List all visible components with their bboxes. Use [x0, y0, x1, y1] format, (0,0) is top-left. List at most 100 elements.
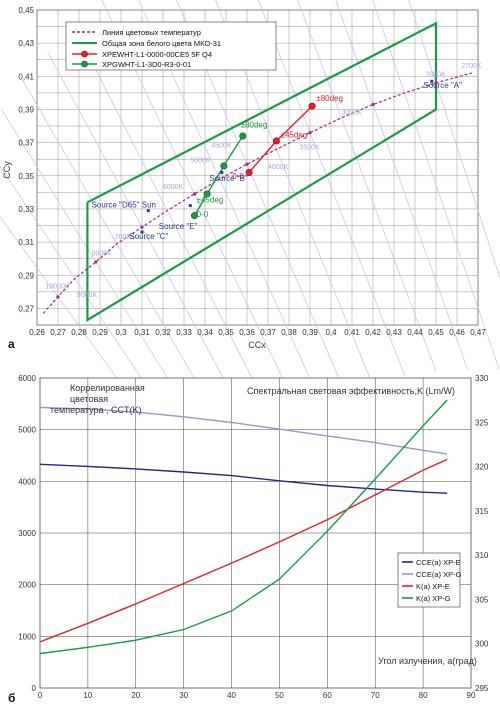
xpg-line: [193, 135, 244, 216]
chart-b-x-ticks: 0 10 20 30 40 50 60 70 80 90: [38, 691, 476, 700]
legend-label: K(a) XP-G: [416, 594, 451, 603]
chart-b: 0 10 20 30 40 50 60 70 80 90 0 1000 2000 3000 4000 500…: [8, 374, 489, 705]
cct-label: 8000K: [92, 250, 113, 257]
x-tick-label: 10: [83, 691, 92, 700]
xpe-angle-label: ±45deg: [281, 131, 308, 140]
cct-label: 3000K: [342, 109, 363, 116]
x-tick-label: 80: [419, 691, 428, 700]
series-line: [39, 458, 448, 643]
cct-point: [192, 192, 197, 196]
xpg-angle-label: ±45deg: [197, 195, 224, 204]
x-tick-label: 0,46: [449, 328, 465, 337]
chart-a-legend: Линия цветовых температур Общая зона бел…: [65, 21, 277, 71]
x-tick-label: 0,35: [218, 328, 234, 337]
y-tick-label: 0,43: [18, 39, 34, 48]
chart-b-series: [39, 399, 448, 655]
y-tick-label-left: 2000: [18, 581, 36, 590]
cct-label: 2700K: [461, 63, 482, 70]
chart-b-grid: [39, 377, 472, 689]
source-label: Source "D65" Sun: [92, 200, 156, 209]
y-tick-label-right: 305: [475, 595, 489, 604]
xpg-point: [220, 162, 228, 170]
x-tick-label: 90: [467, 691, 476, 700]
y-tick-label: 0,31: [18, 238, 34, 247]
x-tick-label: 50: [275, 691, 284, 700]
x-tick-label: 20: [131, 691, 140, 700]
x-tick-label: 0,47: [470, 328, 486, 337]
x-tick-label: 60: [323, 691, 332, 700]
source-point: [146, 209, 150, 213]
cct-isoline: [297, 0, 437, 372]
legend-label-zone: Общая зона белого цвета МКО-31: [102, 39, 221, 48]
legend-marker-xpe: [81, 50, 88, 58]
x-tick-label: 0,28: [71, 328, 87, 337]
legend-label: CCE(a) XP-E: [416, 558, 461, 567]
chart-b-x-label: Угол излучения, а(град): [378, 656, 477, 666]
x-tick-label: 0,33: [176, 328, 192, 337]
xpe-angle-label: 0-0: [232, 172, 244, 181]
panel-letter-b: б: [8, 691, 15, 705]
legend-label-xpg: XPGWHT-L1-3D0-R3-0-01: [102, 60, 191, 69]
cct-point: [245, 162, 249, 166]
y-tick-label: 0,29: [18, 271, 34, 280]
cct-label: 6000K: [163, 184, 184, 191]
cct-label: 4500K: [211, 143, 232, 150]
panel-letter-a: а: [8, 337, 15, 351]
source-label: Source "C": [129, 232, 168, 241]
chart-b-ylabel-right: Спектральная световая эффективность,K (L…: [247, 386, 455, 396]
x-tick-label: 0,4: [325, 328, 337, 337]
xpe-point: [272, 137, 280, 145]
y-tick-label: 0,27: [18, 304, 34, 313]
chart-b-y-ticks-right: 295 300 305 310 315 320 325 330: [475, 374, 489, 693]
series-line: [39, 399, 448, 655]
y-tick-label: 0,45: [18, 6, 34, 15]
chart-a-annotations: 0-0 ±45deg ±80deg 0-0 ±45deg ±80deg Source "D6…: [92, 81, 463, 241]
cct-point: [434, 81, 438, 85]
legend-label-cct: Линия цветовых температур: [102, 28, 201, 37]
y-tick-label-left: 0: [32, 684, 37, 693]
chart-a-y-label: CCy: [2, 161, 12, 179]
y-tick-label-left: 4000: [18, 477, 36, 486]
x-tick-label: 0,43: [386, 328, 402, 337]
y-tick-label: 0,33: [18, 205, 34, 214]
x-tick-label: 0,3: [115, 328, 127, 337]
source-label: Source "A": [423, 81, 462, 90]
cct-point: [56, 295, 60, 299]
cct-point: [140, 225, 144, 229]
cct-point: [308, 131, 312, 135]
x-tick-label: 0,39: [302, 328, 318, 337]
x-tick-label: 0,31: [134, 328, 150, 337]
y-tick-label-right: 315: [475, 507, 489, 516]
x-tick-label: 0,32: [155, 328, 171, 337]
chart-a-legend-box: [65, 21, 277, 71]
x-tick-label: 0,37: [260, 328, 276, 337]
cct-label: 3500K: [300, 144, 321, 151]
x-tick-label: 0,38: [281, 328, 297, 337]
y-tick-label-left: 5000: [18, 426, 36, 435]
y-tick-label-left: 1000: [18, 632, 36, 641]
cct-label: 2800K: [426, 71, 447, 78]
y-tick-label-right: 300: [475, 640, 489, 649]
cct-label: 5000K: [190, 158, 211, 165]
xpg-angle-label: ±80deg: [241, 121, 268, 130]
x-tick-label: 30: [179, 691, 188, 700]
xpg-point: [239, 132, 247, 140]
xpg-angle-label: 0-0: [197, 210, 209, 219]
xpe-point: [308, 102, 316, 110]
cct-label: 10000K: [45, 284, 69, 291]
cct-label: 7000K: [115, 234, 136, 241]
chart-a-x-label: CCx: [248, 340, 266, 350]
series-line: [39, 463, 448, 494]
x-tick-label: 70: [371, 691, 380, 700]
xpe-point: [245, 168, 253, 176]
y-tick-label-right: 310: [475, 551, 489, 560]
cct-point: [371, 102, 375, 107]
x-tick-label: 0,41: [344, 328, 360, 337]
source-point: [430, 79, 434, 83]
y-tick-label-right: 295: [475, 684, 489, 693]
legend-label-xpe: XPEWHT-L1-0000-00CE5 5F Q4: [102, 50, 212, 59]
x-tick-label: 0,36: [239, 328, 255, 337]
source-point: [188, 204, 192, 208]
y-tick-label: 0,35: [18, 172, 34, 181]
